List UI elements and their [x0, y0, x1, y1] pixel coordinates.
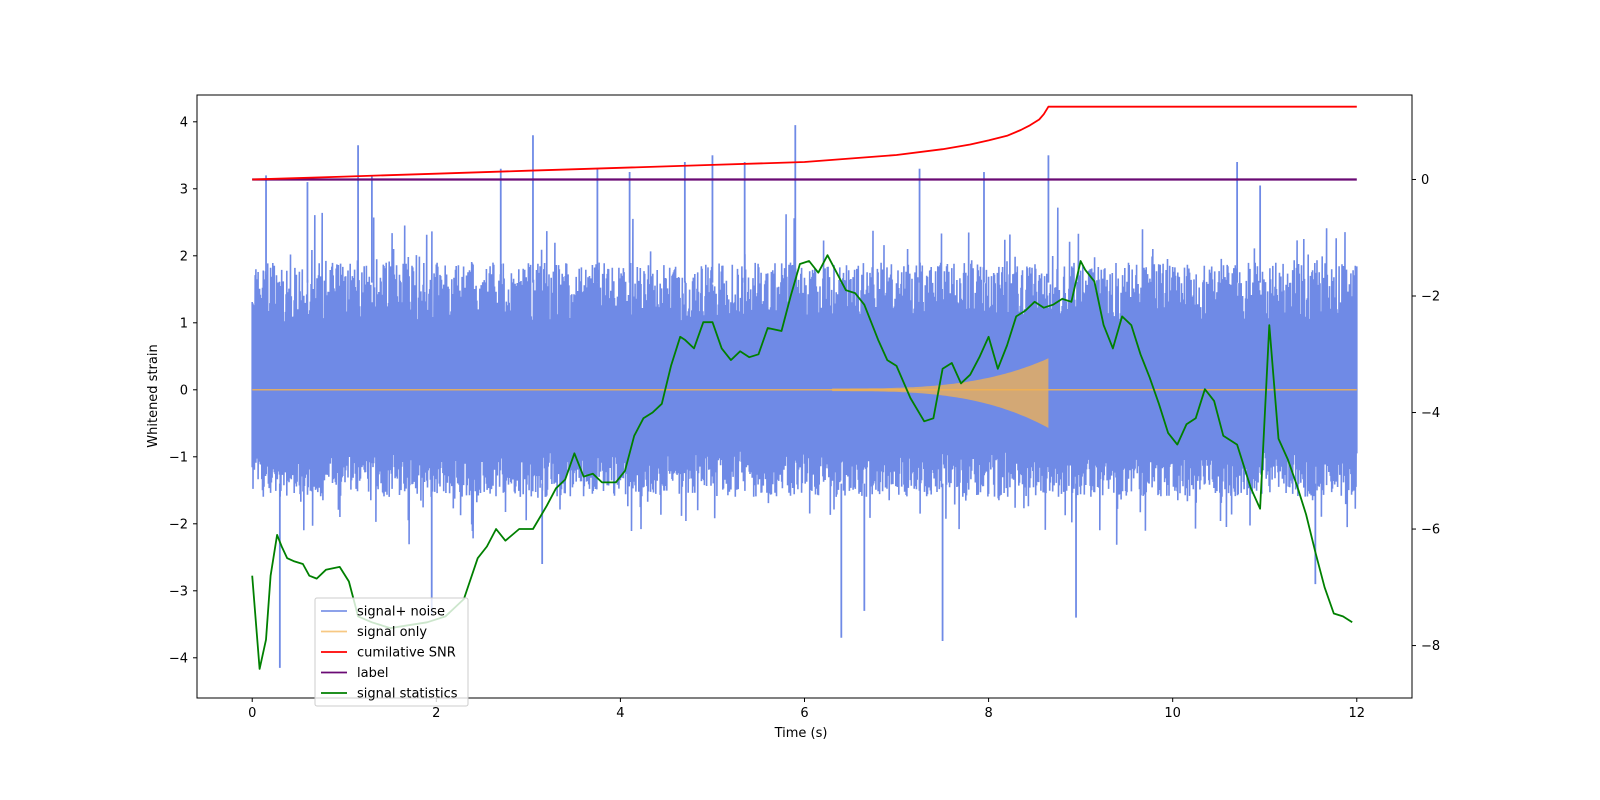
y-tick-label: −4	[169, 651, 188, 666]
legend-label: cumilative SNR	[357, 646, 456, 661]
right-y-tick-label: 0	[1421, 173, 1429, 188]
y-tick-label: −2	[169, 517, 188, 532]
x-axis-label: Time (s)	[774, 726, 828, 741]
legend-label: signal+ noise	[357, 605, 445, 620]
x-tick-label: 2	[432, 706, 440, 721]
y-tick-label: 1	[180, 316, 188, 331]
legend: signal+ noise signal only cumilative SNR la…	[314, 597, 469, 707]
right-y-tick-label: −2	[1421, 290, 1440, 305]
left-y-axis: −4 −3 −2 −1 0 1 2 3 4	[169, 115, 197, 666]
x-tick-label: 8	[984, 706, 992, 721]
y-tick-label: 0	[180, 383, 188, 398]
signal-only-chirp	[832, 358, 1049, 428]
y-tick-label: 2	[180, 249, 188, 264]
legend-label: label	[357, 666, 388, 681]
x-axis: 0 2 4 6 8 10 12	[248, 698, 1365, 721]
legend-label: signal statistics	[357, 687, 458, 702]
legend-box	[314, 597, 469, 707]
y-tick-label: 3	[180, 182, 188, 197]
right-y-tick-label: −8	[1421, 639, 1440, 654]
y-tick-label: −1	[169, 450, 188, 465]
y-tick-label: −3	[169, 584, 188, 599]
right-y-axis: −8 −6 −4 −2 0	[1412, 173, 1440, 654]
x-tick-label: 10	[1164, 706, 1181, 721]
x-tick-label: 6	[800, 706, 808, 721]
x-tick-label: 0	[248, 706, 256, 721]
right-y-tick-label: −6	[1421, 523, 1440, 538]
plot-area	[251, 105, 1358, 670]
signal-noise-series	[251, 207, 1358, 545]
legend-label: signal only	[357, 625, 427, 640]
y-tick-label: 4	[180, 115, 188, 130]
x-tick-label: 4	[616, 706, 624, 721]
x-tick-label: 12	[1348, 706, 1365, 721]
y-axis-label: Whitened strain	[146, 344, 161, 447]
right-y-tick-label: −4	[1421, 406, 1440, 421]
signal-noise-spikes	[265, 125, 1317, 668]
cumulative-snr-series	[252, 105, 1357, 181]
